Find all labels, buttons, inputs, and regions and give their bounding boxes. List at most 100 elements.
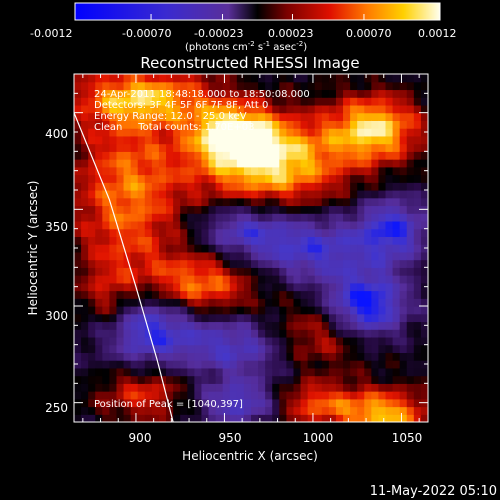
heatmap-cell <box>144 213 153 222</box>
heatmap-cell <box>357 182 365 191</box>
heatmap-cell <box>406 182 415 191</box>
heatmap-cell <box>343 290 351 299</box>
heatmap-cell <box>251 174 259 183</box>
heatmap-cell <box>343 344 351 353</box>
heatmap-cell <box>371 290 380 299</box>
heatmap-cell <box>130 143 139 152</box>
heatmap-cell <box>88 336 96 346</box>
heatmap-cell <box>208 236 217 245</box>
heatmap-cell <box>413 391 422 400</box>
heatmap-cell <box>81 236 89 245</box>
heatmap-cell <box>265 282 273 292</box>
heatmap-cell <box>371 236 380 245</box>
heatmap-cell <box>130 398 139 408</box>
heatmap-cell <box>81 143 89 152</box>
heatmap-cell <box>81 81 89 91</box>
heatmap-cell <box>236 329 245 338</box>
heatmap-cell <box>194 182 203 191</box>
heatmap-cell <box>350 259 358 268</box>
heatmap-cell <box>194 112 203 121</box>
heatmap-cell <box>215 306 224 315</box>
heatmap-cell <box>343 375 351 384</box>
heatmap-cell <box>321 97 330 106</box>
heatmap-cell <box>364 182 372 191</box>
heatmap-cell <box>166 74 174 83</box>
heatmap-cell <box>229 120 238 129</box>
heatmap-cell <box>173 367 181 377</box>
heatmap-cell <box>307 89 316 98</box>
heatmap-cell <box>116 398 125 408</box>
heatmap-cell <box>413 228 422 237</box>
heatmap-cell <box>236 383 245 392</box>
heatmap-cell <box>350 267 358 276</box>
heatmap-cell <box>251 143 259 152</box>
heatmap-cell <box>335 329 344 338</box>
heatmap-cell <box>286 244 295 253</box>
annotation-clean-counts: Clean Total counts: 1.70E+03 <box>94 122 254 133</box>
heatmap-cell <box>335 336 344 346</box>
heatmap-cell <box>180 120 188 129</box>
heatmap-cell <box>314 414 323 422</box>
heatmap-cell <box>229 135 238 145</box>
heatmap-cell <box>385 282 394 292</box>
heatmap-cell <box>314 128 323 137</box>
heatmap-cell <box>413 182 422 191</box>
heatmap-cell <box>144 391 153 400</box>
heatmap-cell <box>335 414 344 422</box>
heatmap-cell <box>229 259 238 268</box>
heatmap-cell <box>215 205 224 214</box>
heatmap-cell <box>137 306 146 315</box>
heatmap-cell <box>406 81 415 91</box>
heatmap-cell <box>350 97 358 106</box>
heatmap-cell <box>343 89 351 98</box>
heatmap-cell <box>229 329 238 338</box>
heatmap-cell <box>243 251 252 261</box>
heatmap-cell <box>399 228 408 237</box>
heatmap-cell <box>378 344 387 353</box>
heatmap-cell <box>272 329 280 338</box>
heatmap-cell <box>173 236 181 245</box>
heatmap-cell <box>173 414 181 422</box>
heatmap-cell <box>109 74 118 83</box>
heatmap-cell <box>357 151 365 160</box>
heatmap-cell <box>286 190 295 199</box>
heatmap-cell <box>173 352 181 361</box>
heatmap-cell <box>158 298 167 307</box>
heatmap-cell <box>137 313 146 323</box>
heatmap-cell <box>286 414 295 422</box>
heatmap-cell <box>399 406 408 415</box>
heatmap-cell <box>201 74 210 83</box>
heatmap-cell <box>350 205 358 214</box>
heatmap-cell <box>314 313 323 323</box>
heatmap-cell <box>243 143 252 152</box>
heatmap-cell <box>413 275 422 284</box>
heatmap-cell <box>229 375 238 384</box>
heatmap-cell <box>413 174 422 183</box>
heatmap-cell <box>88 213 96 222</box>
heatmap-cell <box>222 190 231 199</box>
heatmap-cell <box>236 104 245 114</box>
y-axis-label: Heliocentric Y (arcsec) <box>26 181 40 316</box>
heatmap-cell <box>328 306 337 315</box>
heatmap-cell <box>399 244 408 253</box>
heatmap-cell <box>236 275 245 284</box>
heatmap-cell <box>265 236 273 245</box>
heatmap-cell <box>208 406 217 415</box>
heatmap-cell <box>286 166 295 176</box>
heatmap-cell <box>314 174 323 183</box>
heatmap-cell <box>413 344 422 353</box>
heatmap-cell <box>180 104 188 114</box>
heatmap-cell <box>130 414 139 422</box>
heatmap-cell <box>307 398 316 408</box>
heatmap-cell <box>392 236 401 245</box>
heatmap-cell <box>392 228 401 237</box>
heatmap-cell <box>229 406 238 415</box>
heatmap-cell <box>208 89 217 98</box>
heatmap-cell <box>81 89 89 98</box>
heatmap-cell <box>95 298 103 307</box>
heatmap-cell <box>109 306 118 315</box>
heatmap-cell <box>335 220 344 230</box>
heatmap-cell <box>88 190 96 199</box>
heatmap-cell <box>144 251 153 261</box>
heatmap-cell <box>102 259 110 268</box>
